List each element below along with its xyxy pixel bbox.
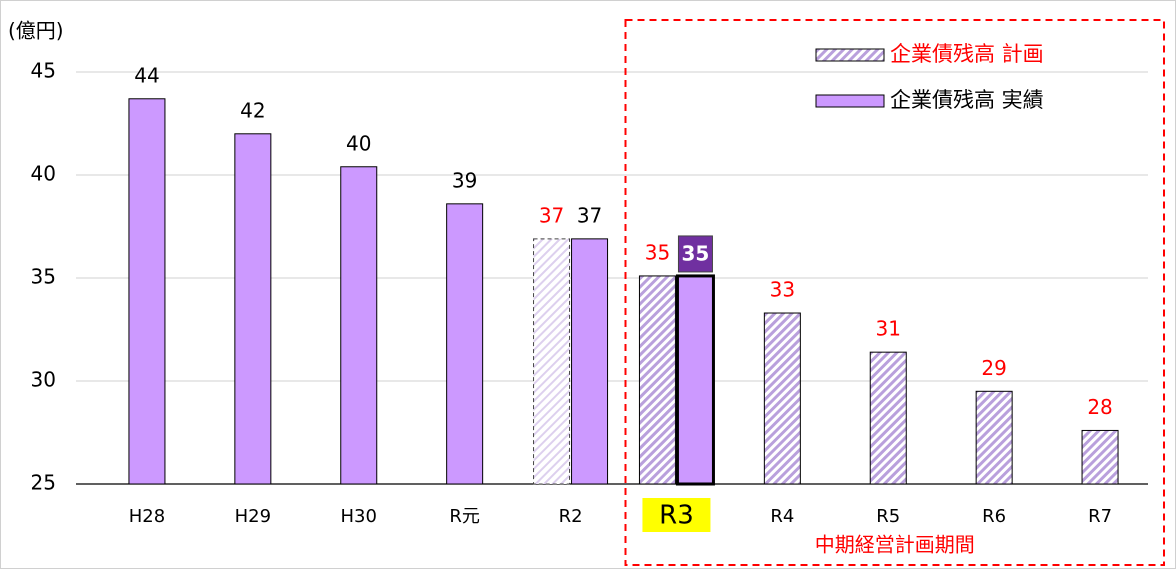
legend-label: 企業債残高 実績 xyxy=(890,88,1044,112)
value-label: 40 xyxy=(346,131,371,155)
bar xyxy=(763,312,801,485)
legend-label: 企業債残高 計画 xyxy=(890,42,1044,66)
value-label: 37 xyxy=(539,203,564,227)
bar xyxy=(340,166,378,485)
bar xyxy=(446,203,484,485)
bar xyxy=(533,238,571,485)
y-tick-label: 40 xyxy=(31,162,56,186)
bar xyxy=(975,390,1013,485)
y-tick-label: 30 xyxy=(31,368,56,392)
value-label: 29 xyxy=(981,356,1006,380)
x-tick-label: R5 xyxy=(876,506,900,527)
x-tick-label: R元 xyxy=(449,506,480,527)
x-tick-label: R3 xyxy=(659,501,694,531)
plan-period-box xyxy=(624,19,1165,566)
bar xyxy=(869,351,907,485)
bar xyxy=(571,238,609,485)
value-label: 35 xyxy=(645,240,670,264)
x-tick-label: H29 xyxy=(235,506,271,527)
value-label: 39 xyxy=(452,168,477,192)
value-label: 44 xyxy=(134,63,159,87)
value-label: 35 xyxy=(682,241,710,265)
value-label: 28 xyxy=(1087,395,1112,419)
y-axis-label: (億円) xyxy=(8,19,64,43)
legend-swatch xyxy=(815,48,885,62)
bar xyxy=(128,98,166,485)
y-tick-label: 35 xyxy=(31,265,56,289)
bar xyxy=(675,274,715,486)
value-label: 37 xyxy=(577,203,602,227)
bar xyxy=(234,133,272,485)
x-tick-label: H28 xyxy=(129,506,165,527)
annotation: 中期経営計画期間 xyxy=(815,533,975,557)
y-tick-label: 45 xyxy=(31,59,56,83)
x-tick-label: R6 xyxy=(982,506,1006,527)
highlight-box xyxy=(642,498,711,532)
bar xyxy=(638,275,676,485)
y-tick-label: 25 xyxy=(31,471,56,495)
legend-swatch xyxy=(815,94,885,108)
x-tick-label: R7 xyxy=(1088,506,1112,527)
x-tick-label: H30 xyxy=(341,506,377,527)
bar xyxy=(1081,429,1119,485)
value-label: 42 xyxy=(240,98,265,122)
x-tick-label: R2 xyxy=(559,506,583,527)
x-tick-label: R4 xyxy=(770,506,794,527)
value-label: 31 xyxy=(876,317,901,341)
value-label: 33 xyxy=(770,278,795,302)
value-label-box xyxy=(677,235,713,273)
